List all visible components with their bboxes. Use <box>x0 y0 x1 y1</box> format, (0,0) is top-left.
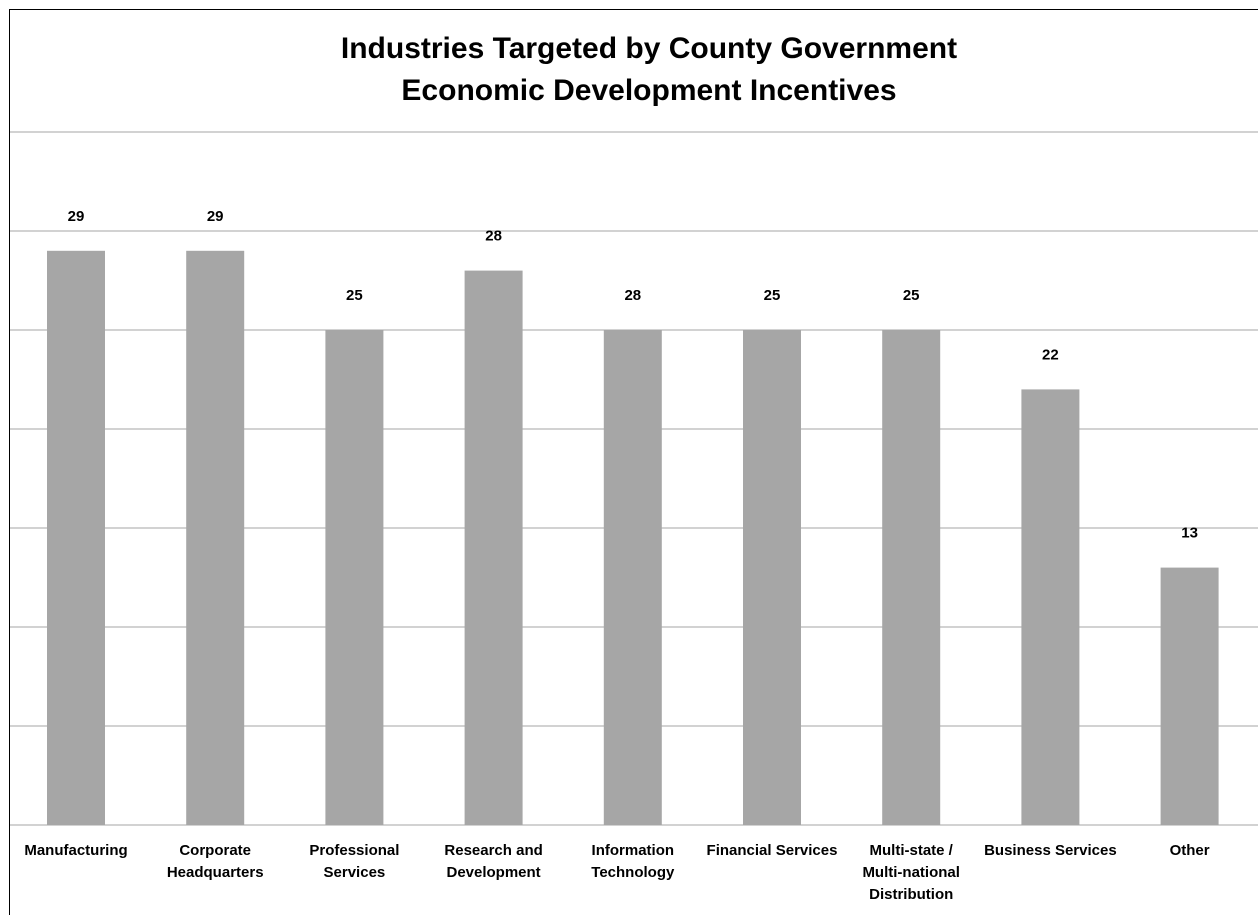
chart-title: Industries Targeted by County Government… <box>0 28 1258 112</box>
data-label: 29 <box>207 208 224 225</box>
x-tick-label: Financial Services <box>707 842 838 859</box>
chart-title-line-1: Industries Targeted by County Government <box>340 32 958 65</box>
x-tick-label: Research and Development <box>444 842 542 881</box>
data-label: 28 <box>485 228 502 245</box>
x-tick-labels: Manufacturing Corporate Headquarters Profes… <box>24 842 1209 903</box>
data-label: 25 <box>346 287 363 304</box>
data-label: 29 <box>68 208 85 225</box>
x-tick-label: Information Technology <box>591 842 675 881</box>
chart-title-line-2: Economic Development Incentives <box>401 74 897 107</box>
x-tick-label: Manufacturing <box>24 842 127 859</box>
bars <box>47 250 1219 826</box>
bar <box>464 270 523 826</box>
bar <box>603 330 662 825</box>
x-tick-label: Business Services <box>984 842 1117 859</box>
data-label: 13 <box>1181 525 1198 542</box>
x-tick-label: Professional Services <box>309 842 399 881</box>
bar <box>186 250 245 826</box>
data-label: 25 <box>903 287 920 304</box>
data-label: 25 <box>764 287 781 304</box>
x-tick-label: Other <box>1170 842 1210 859</box>
bar <box>1160 567 1219 825</box>
bar <box>882 330 941 825</box>
chart-frame <box>9 9 1258 915</box>
x-tick-label: Multi-state / Multi-national Distribution <box>862 842 960 903</box>
data-label: 28 <box>624 287 641 304</box>
data-label: 22 <box>1042 346 1059 363</box>
bar <box>1021 389 1080 825</box>
bar <box>743 330 801 825</box>
data-labels: 29 29 25 28 28 25 25 22 13 <box>68 208 1198 542</box>
x-tick-label: Corporate Headquarters <box>167 842 264 881</box>
bar <box>325 330 384 825</box>
bar <box>47 250 105 826</box>
